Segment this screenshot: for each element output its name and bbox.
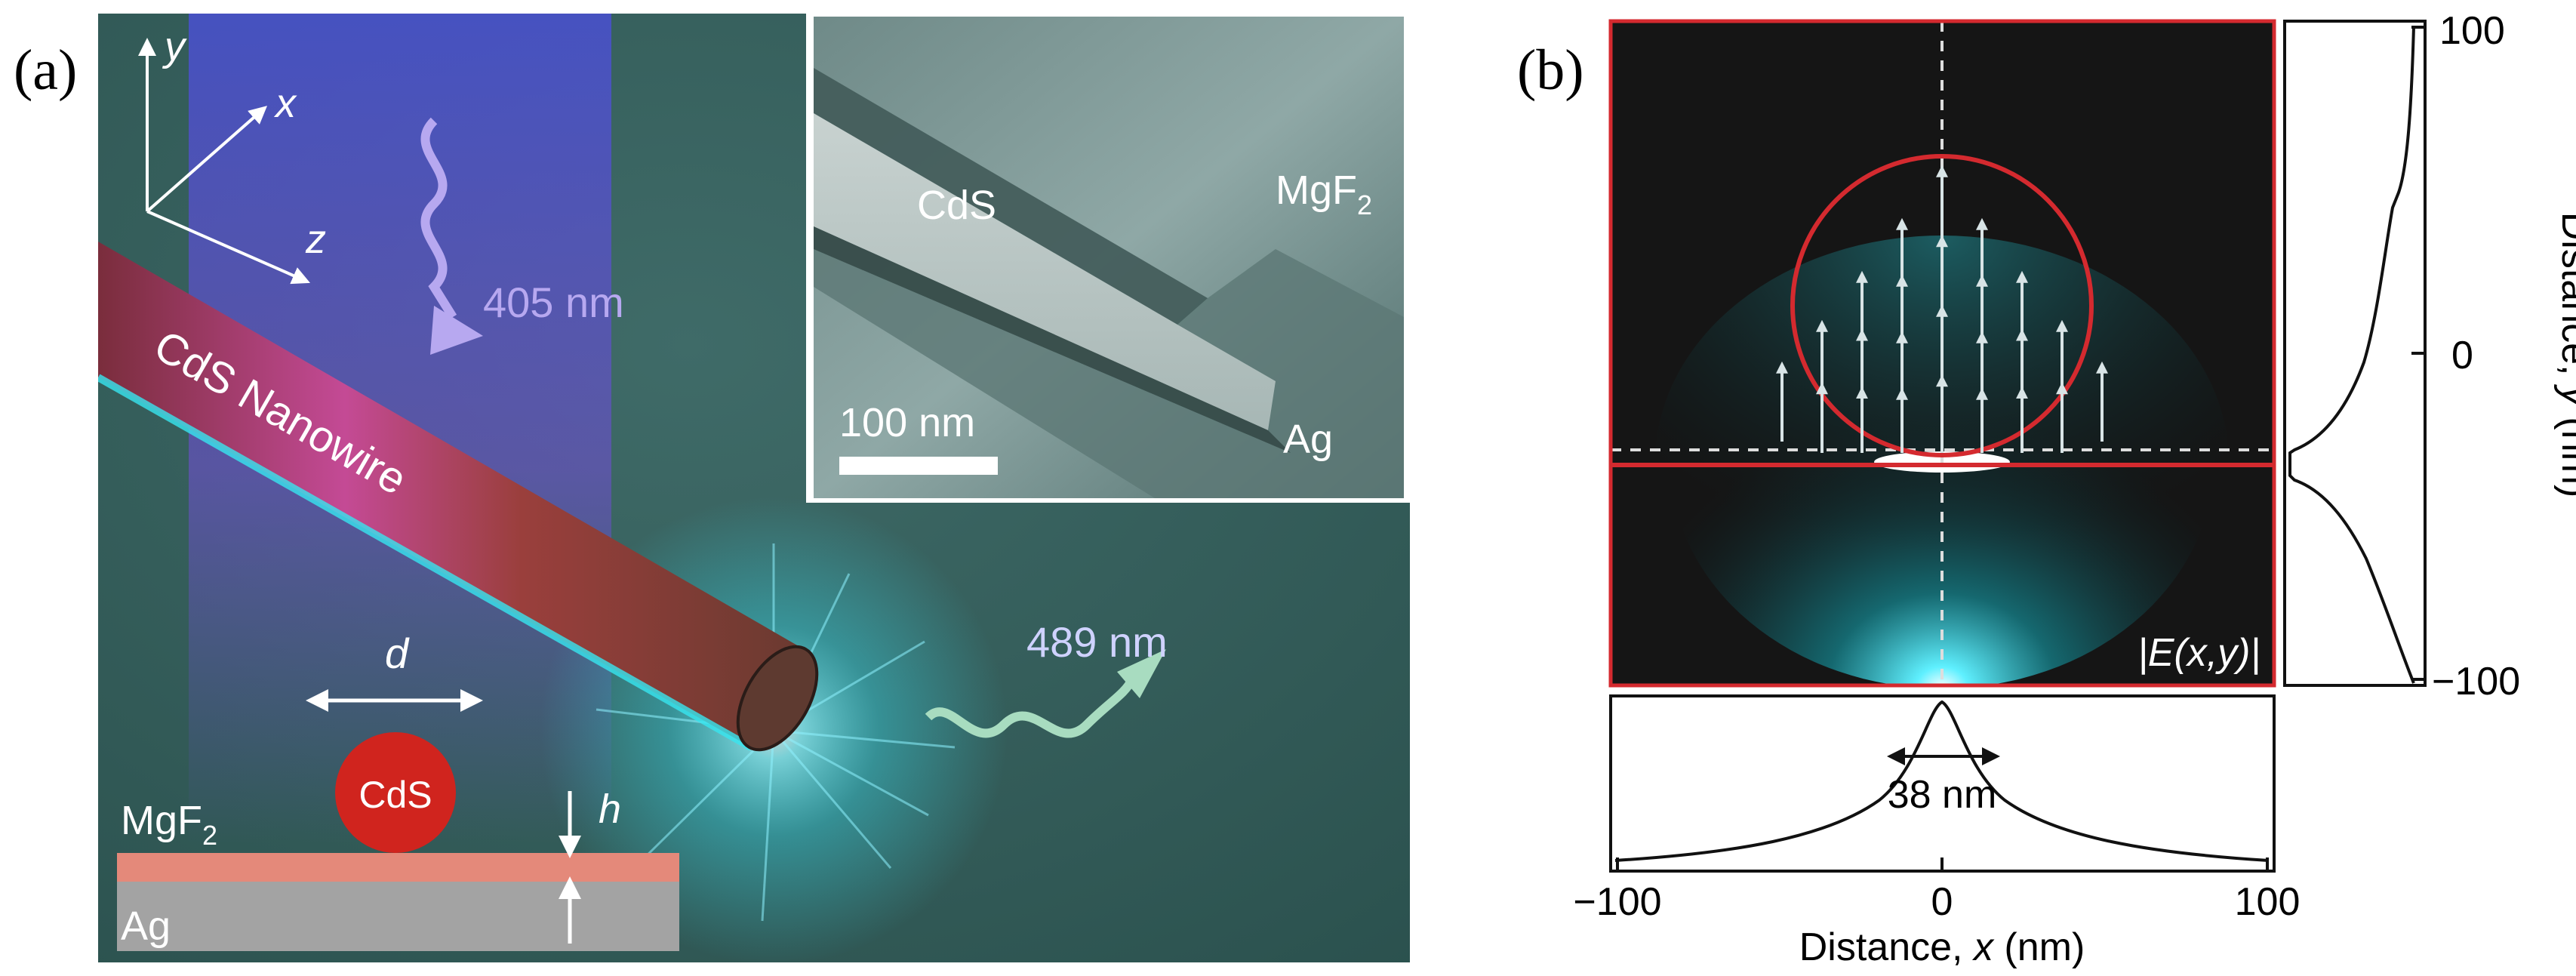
bottom-profile-plot: 38 nm <box>1609 694 2276 873</box>
field-arrows <box>1776 165 2108 453</box>
fwhm-label: 38 nm <box>1888 773 1997 817</box>
cds-particle-label: CdS <box>359 774 432 816</box>
diameter-label: d <box>385 630 410 677</box>
x-profile-curve <box>1614 700 2270 862</box>
cds-nanowire <box>98 242 819 752</box>
inset-cds-label: CdS <box>917 183 996 228</box>
x-tick-mid: 0 <box>1931 880 1953 924</box>
x-tick-right: 100 <box>2235 880 2301 924</box>
y-tick-top: 100 <box>2439 9 2505 53</box>
x-axis-label: Distance, x (nm) <box>1799 925 2085 969</box>
axis-y-label: y <box>162 24 187 69</box>
coordinate-axes <box>138 38 310 285</box>
nanowire-cross-section-circle <box>1790 154 2094 457</box>
mgf2-layer <box>117 853 679 882</box>
ag-label: Ag <box>121 904 171 949</box>
panel-a-label: (a) <box>14 38 77 102</box>
excitation-wavelength: 405 nm <box>483 279 624 326</box>
emission-wavelength: 489 nm <box>1026 618 1168 666</box>
panel-b-label: (b) <box>1517 38 1584 102</box>
sem-inset: CdS MgF2 Ag 100 nm <box>806 14 1410 503</box>
y-tick-mid: 0 <box>2451 334 2473 377</box>
inset-wire <box>814 113 1276 430</box>
right-profile-plot <box>2283 20 2427 687</box>
y-tick-bottom: −100 <box>2432 660 2520 704</box>
thickness-label: h <box>599 787 621 832</box>
field-map-frame <box>1608 19 2276 688</box>
inset-ag-label: Ag <box>1283 417 1333 462</box>
excitation-arrowhead <box>430 306 483 355</box>
axis-z-label: z <box>305 217 326 262</box>
y-profile-curve <box>2288 26 2415 684</box>
axis-x-label: x <box>273 81 297 126</box>
ag-layer <box>117 882 679 951</box>
inset-mgf2-label: MgF2 <box>1276 168 1372 220</box>
cds-particle <box>335 732 456 853</box>
x-tick-left: −100 <box>1573 880 1661 924</box>
inset-scale-bar-label: 100 nm <box>839 400 975 445</box>
y-axis-label: Distance, y (nm) <box>2553 212 2576 498</box>
inset-scale-bar <box>839 457 998 475</box>
mgf2-label: MgF2 <box>121 798 217 851</box>
field-map-label: |E(x,y)| <box>2137 631 2261 675</box>
emission-wave-arrow <box>925 677 1137 738</box>
emission-arrowhead <box>1117 649 1166 698</box>
excitation-wave-arrow <box>420 117 457 320</box>
